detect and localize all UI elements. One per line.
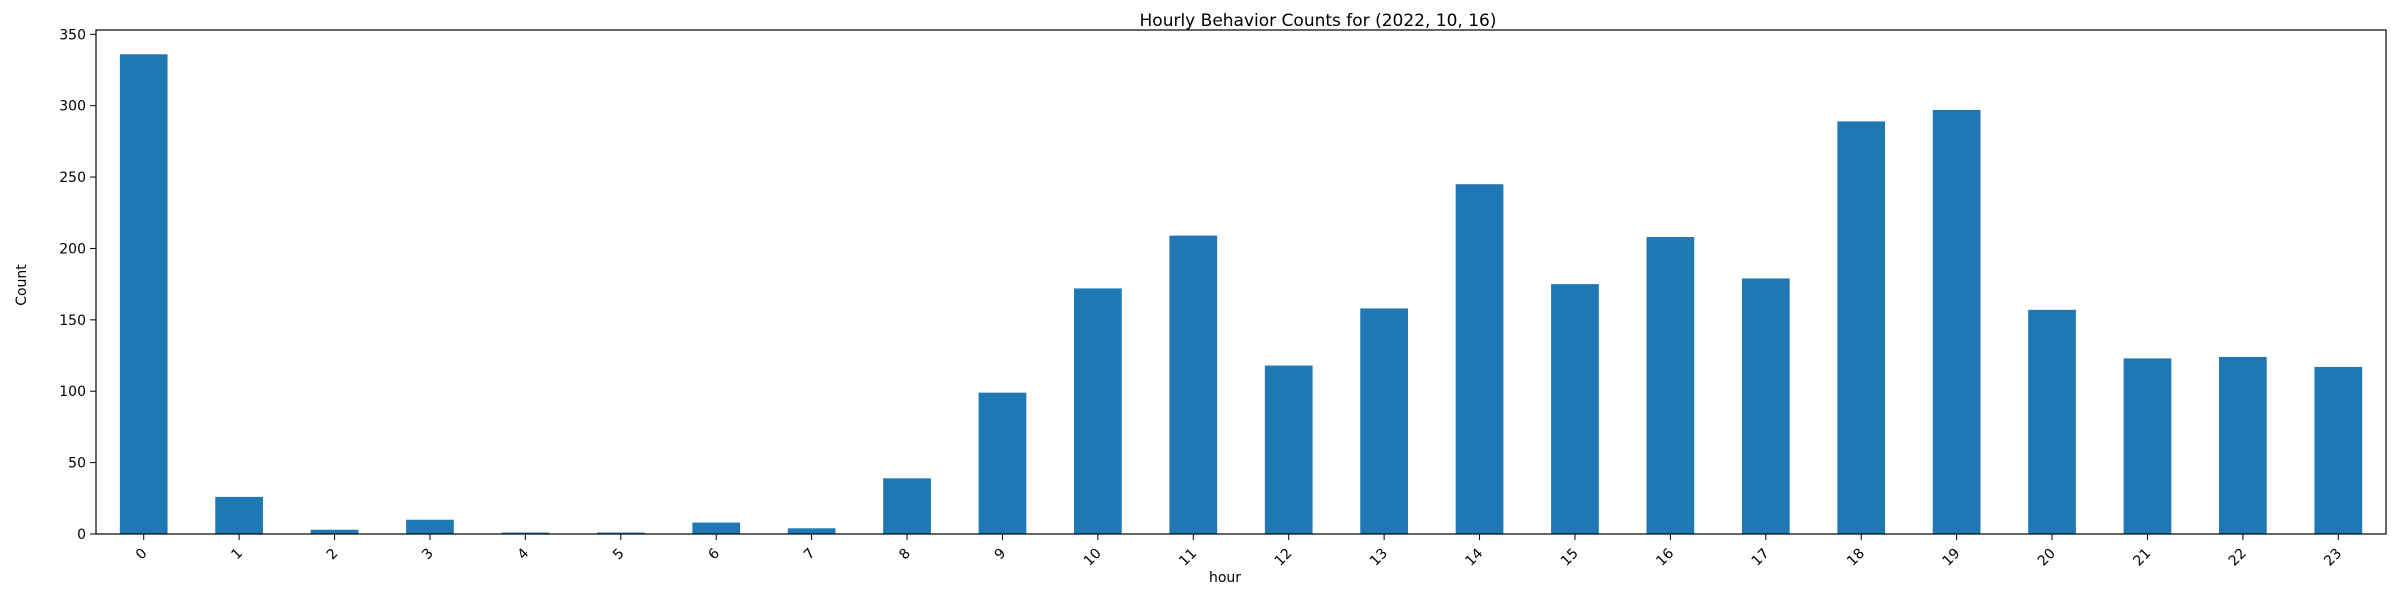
chart-title: Hourly Behavior Counts for (2022, 10, 16… — [1140, 11, 1497, 31]
y-tick-label-350: 350 — [59, 27, 86, 43]
bar-hour-11 — [1169, 235, 1218, 534]
x-tick-label-8: 8 — [896, 546, 914, 564]
x-tick-label-15: 15 — [1558, 546, 1582, 570]
x-tick-label-13: 13 — [1367, 546, 1391, 570]
x-tick-label-11: 11 — [1176, 546, 1200, 570]
bar-hour-20 — [2028, 309, 2076, 534]
bar-hour-16 — [1646, 237, 1695, 534]
x-tick-label-6: 6 — [705, 545, 723, 563]
bar-hour-5 — [596, 532, 645, 534]
x-axis-label: hour — [1209, 570, 1241, 586]
x-tick-label-0: 0 — [133, 546, 151, 564]
bar-hour-2 — [310, 529, 359, 534]
y-tick-label-150: 150 — [59, 313, 86, 329]
x-tick-label-2: 2 — [324, 546, 342, 564]
y-axis: 0 50 100 150 200 250 300 350 — [59, 27, 96, 543]
x-tick-label-20: 20 — [2035, 546, 2059, 570]
y-tick-label-100: 100 — [59, 384, 86, 400]
bar-hour-6 — [692, 522, 741, 534]
bar-hour-15 — [1551, 284, 1599, 534]
bar-hour-13 — [1360, 308, 1408, 534]
bar-hour-12 — [1264, 365, 1313, 534]
x-tick-label-22: 22 — [2226, 546, 2250, 570]
x-tick-label-17: 17 — [1749, 546, 1773, 570]
y-tick-label-300: 300 — [59, 99, 86, 115]
bar-hour-4 — [501, 532, 550, 534]
x-tick-label-9: 9 — [992, 546, 1010, 564]
x-tick-label-23: 23 — [2321, 546, 2345, 570]
bar-hour-7 — [787, 528, 836, 534]
bar-hour-10 — [1074, 288, 1122, 534]
x-tick-label-18: 18 — [1844, 546, 1868, 570]
bar-hour-17 — [1741, 278, 1790, 534]
bar-hour-8 — [883, 478, 931, 534]
bar-hour-18 — [1837, 121, 1886, 534]
x-tick-label-5: 5 — [610, 546, 628, 564]
x-tick-label-1: 1 — [228, 546, 246, 564]
x-tick-label-16: 16 — [1653, 545, 1677, 569]
x-tick-label-3: 3 — [419, 546, 437, 564]
bar-hour-23 — [2314, 366, 2363, 534]
bar-hour-9 — [978, 392, 1027, 534]
y-tick-label-200: 200 — [59, 241, 86, 257]
x-tick-label-14: 14 — [1462, 545, 1486, 569]
bars — [119, 54, 2363, 535]
bar-hour-0 — [119, 54, 168, 535]
y-tick-label-50: 50 — [68, 456, 86, 472]
y-tick-label-0: 0 — [77, 527, 86, 543]
bar-hour-14 — [1455, 184, 1504, 534]
plot-frame — [95, 29, 2387, 535]
x-tick-label-7: 7 — [801, 546, 819, 564]
x-tick-label-10: 10 — [1081, 546, 1105, 570]
y-axis-label: Count — [14, 264, 30, 306]
bar-hour-22 — [2219, 356, 2267, 534]
y-tick-label-250: 250 — [59, 170, 86, 186]
x-tick-label-21: 21 — [2130, 546, 2154, 570]
bar-hour-19 — [1932, 109, 1981, 534]
bar-hour-1 — [215, 496, 263, 534]
x-tick-label-12: 12 — [1272, 546, 1296, 570]
x-tick-label-4: 4 — [515, 545, 533, 563]
x-tick-label-19: 19 — [1940, 546, 1964, 570]
x-axis: 0 1 2 3 4 5 6 7 8 9 10 11 12 13 14 15 16 17 18 19 20 21 22 23 — [133, 534, 2345, 569]
bar-hour-21 — [2123, 358, 2172, 534]
bar-hour-3 — [406, 519, 454, 534]
